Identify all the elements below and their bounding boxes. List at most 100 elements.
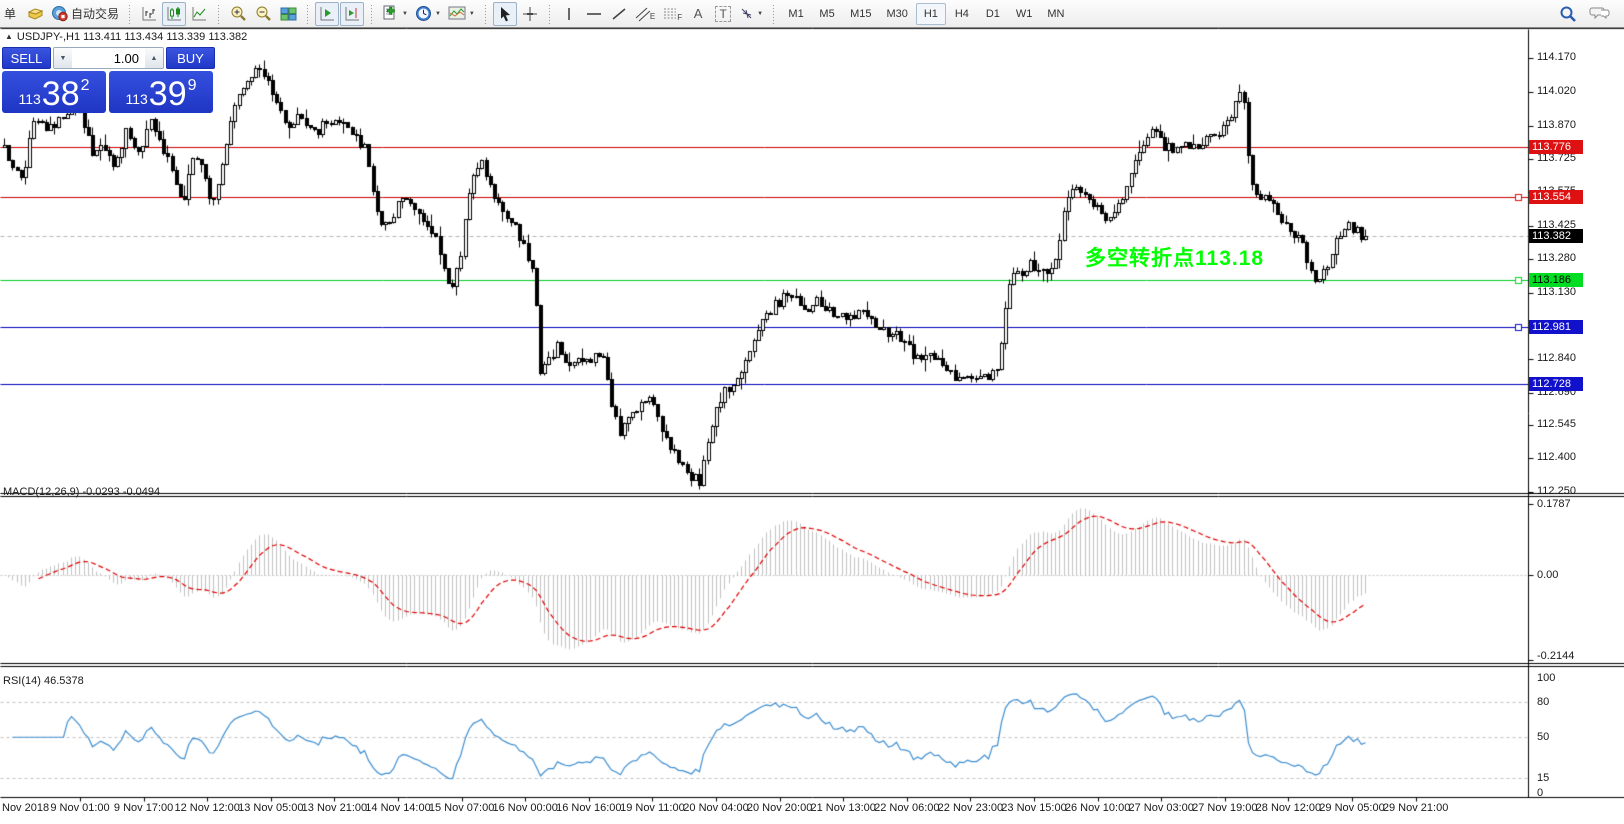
vertical-line-button[interactable] — [557, 2, 581, 26]
time-axis-label: 29 Nov 21:00 — [1382, 802, 1449, 814]
buy-button[interactable]: BUY — [166, 47, 215, 69]
sell-price-display[interactable]: 113 38 2 — [2, 71, 106, 113]
macd-axis-tick: -0.2144 — [1537, 650, 1575, 662]
crosshair-icon — [522, 6, 538, 22]
dropdown-caret-icon: ▼ — [757, 10, 764, 17]
timeframe-button-m30[interactable]: M30 — [879, 3, 914, 25]
tile-windows-icon — [280, 6, 297, 22]
chart-annotation: 多空转折点113.18 — [1085, 247, 1265, 270]
timeframe-button-m1[interactable]: M1 — [781, 3, 811, 25]
zoom-out-icon — [255, 5, 272, 22]
toolbar-separator — [481, 2, 489, 25]
zoom-out-button[interactable] — [251, 2, 275, 26]
time-axis-label: 20 Nov 20:00 — [746, 802, 813, 814]
auto-scroll-button[interactable] — [315, 1, 340, 26]
timeframe-button-mn[interactable]: MN — [1040, 3, 1071, 25]
price-axis-tick: 112.840 — [1537, 351, 1576, 364]
sell-price-prefix: 113 — [18, 91, 41, 107]
time-axis-label: 13 Nov 21:00 — [301, 802, 368, 814]
equidistant-channel-button[interactable]: E — [632, 2, 658, 26]
new-chart-button[interactable]: ▼ — [379, 2, 411, 26]
time-axis-label: 9 Nov 17:00 — [113, 802, 174, 814]
sell-price-pip: 2 — [80, 77, 90, 94]
price-badge: 113.776 — [1529, 140, 1583, 155]
time-axis-label: 16 Nov 00:00 — [492, 802, 558, 814]
timeframe-button-d1[interactable]: D1 — [978, 3, 1008, 25]
macd-label: MACD(12,26,9) -0.0293 -0.0494 — [3, 486, 161, 498]
tile-windows-button[interactable] — [276, 2, 300, 26]
text-tool-button[interactable]: A — [686, 2, 710, 26]
sell-button[interactable]: SELL — [2, 47, 51, 69]
time-axis-label: Nov 2018 — [2, 802, 50, 814]
toolbar-separator — [126, 2, 134, 25]
rsi-axis-tick: 15 — [1537, 771, 1550, 784]
time-axis-label: 28 Nov 12:00 — [1255, 802, 1322, 814]
search-button[interactable] — [1556, 2, 1580, 26]
time-axis-label: 27 Nov 19:00 — [1192, 802, 1258, 814]
price-badge: 113.382 — [1529, 229, 1583, 244]
fibo-sub-label: F — [677, 12, 683, 22]
trendline-icon — [611, 6, 627, 22]
time-axis-label: 13 Nov 05:00 — [238, 802, 304, 814]
chart-shift-button[interactable] — [340, 1, 365, 26]
sell-price-big: 38 — [41, 75, 80, 113]
volume-input[interactable] — [72, 48, 145, 68]
candlestick-chart-button[interactable] — [162, 1, 187, 26]
cursor-button[interactable] — [492, 1, 517, 26]
crosshair-button[interactable] — [518, 2, 542, 26]
price-axis-tick: 113.130 — [1537, 286, 1576, 299]
timeframe-button-h1[interactable]: H1 — [915, 2, 946, 25]
bar-chart-button[interactable] — [137, 2, 161, 26]
time-axis-label: 22 Nov 06:00 — [874, 802, 940, 814]
autotrading-button[interactable]: 自动交易 — [48, 2, 122, 26]
indicators-button[interactable]: ▼ — [445, 2, 478, 26]
period-button[interactable]: ▼ — [412, 2, 444, 26]
metaeditor-button[interactable] — [23, 2, 47, 26]
toolbar-separator — [368, 2, 376, 25]
volume-increase-button[interactable]: ▲ — [145, 48, 163, 68]
cursor-icon — [497, 6, 513, 22]
text-tool-icon: A — [693, 6, 703, 21]
new-chart-icon — [382, 5, 399, 22]
new-order-button[interactable]: 单 — [0, 2, 22, 26]
price-axis-tick: 114.170 — [1537, 51, 1576, 63]
new-order-label: 单 — [3, 7, 16, 21]
price-axis-tick: 113.725 — [1537, 151, 1576, 164]
timeframe-button-h4[interactable]: H4 — [947, 3, 977, 25]
volume-decrease-button[interactable]: ▼ — [54, 48, 72, 68]
label-tool-icon: T — [715, 5, 731, 22]
timeframe-button-w1[interactable]: W1 — [1009, 3, 1040, 25]
line-chart-button[interactable] — [187, 2, 211, 26]
arrows-tool-button[interactable]: ▼ — [736, 2, 766, 26]
time-axis-label: 26 Nov 10:00 — [1064, 802, 1131, 814]
rsi-axis-tick: 0 — [1537, 787, 1544, 799]
toolbar-separator — [304, 2, 312, 25]
fibonacci-button[interactable]: F — [659, 2, 685, 26]
line-chart-icon — [191, 6, 207, 22]
toolbar: 单 自动交易 ▼ ▼ ▼ — [0, 0, 1624, 28]
chat-icon — [1589, 5, 1611, 22]
chat-button[interactable] — [1586, 2, 1614, 26]
autotrading-icon — [51, 5, 69, 22]
time-axis-label: 22 Nov 23:00 — [937, 802, 1004, 814]
label-tool-button[interactable]: T — [711, 2, 735, 26]
horizontal-line-button[interactable] — [582, 2, 606, 26]
price-axis-tick: 114.020 — [1537, 84, 1576, 97]
fibonacci-icon — [662, 6, 678, 22]
dropdown-caret-icon: ▼ — [434, 10, 441, 17]
chart-title-text: USDJPY-,H1 113.411 113.434 113.339 113.3… — [16, 31, 248, 43]
buy-price-display[interactable]: 113 39 9 — [109, 71, 213, 113]
candlestick-icon — [166, 6, 182, 22]
timeframe-button-m15[interactable]: M15 — [843, 3, 878, 25]
price-axis-tick: 112.250 — [1537, 484, 1576, 497]
autotrading-label: 自动交易 — [71, 7, 120, 21]
zoom-in-button[interactable] — [226, 2, 250, 26]
price-badge: 112.981 — [1529, 319, 1583, 334]
time-axis-label: 20 Nov 04:00 — [683, 802, 749, 814]
one-click-trading-panel: SELL ▼ ▲ BUY 113 38 2 113 39 9 — [2, 47, 215, 113]
trendline-button[interactable] — [607, 2, 631, 26]
price-badge: 113.186 — [1529, 273, 1583, 288]
buy-price-pip: 9 — [187, 77, 197, 94]
timeframe-button-m5[interactable]: M5 — [812, 3, 842, 25]
